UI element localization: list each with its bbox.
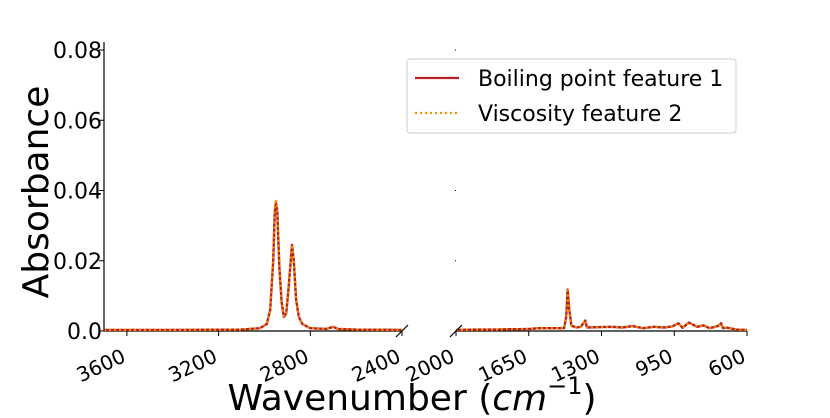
x-axis-label: Wavenumber (cm−1) xyxy=(227,372,596,418)
x-tick-label-panel-1: 3200 xyxy=(164,344,220,387)
legend-frame xyxy=(406,58,737,134)
axis-break-mark-right xyxy=(449,324,463,338)
series-line-2-panel-1 xyxy=(104,198,403,331)
y-axis-label: Absorbance xyxy=(16,86,57,299)
y-tick-label: 0.08 xyxy=(53,39,102,64)
y-tick-label: 0.06 xyxy=(53,109,102,134)
axis-break-mark-left xyxy=(395,324,409,338)
y-tick-label: 0.04 xyxy=(53,180,102,205)
y-tick-label: 0.02 xyxy=(53,250,102,275)
series-line-1-panel-2 xyxy=(455,288,748,332)
x-tick-label-panel-1: 3600 xyxy=(73,344,129,387)
y-tick-label: 0.0 xyxy=(67,320,102,345)
legend-label-series-2: Viscosity feature 2 xyxy=(478,102,682,127)
x-tick-label-panel-2: 950 xyxy=(632,344,677,382)
series-line-1-panel-1 xyxy=(104,201,403,332)
x-tick-label-panel-2: 600 xyxy=(704,344,749,382)
legend-label-series-1: Boiling point feature 1 xyxy=(478,67,723,92)
series-line-2-panel-2 xyxy=(455,287,748,331)
legend: Boiling point feature 1 Viscosity featur… xyxy=(406,58,737,134)
